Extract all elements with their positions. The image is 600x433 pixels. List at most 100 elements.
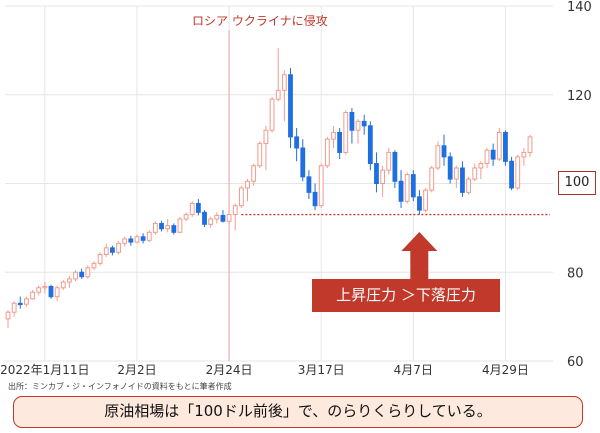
candle-body — [189, 202, 195, 216]
candle-body — [300, 147, 306, 178]
candle-body — [447, 156, 453, 180]
candle-body — [490, 149, 496, 160]
candle-body — [503, 131, 508, 162]
candle-body — [97, 254, 103, 264]
candle-body — [116, 242, 121, 253]
candle-body — [152, 222, 158, 233]
candle-body — [281, 74, 287, 91]
candle-body — [306, 176, 312, 193]
candle-body — [226, 214, 232, 222]
candle-body — [140, 236, 146, 241]
candle-body — [5, 311, 11, 320]
candle-body — [85, 267, 91, 278]
candle-body — [42, 285, 48, 289]
y-tick-label: 80 — [567, 266, 584, 281]
candle-body — [159, 222, 164, 230]
y-tick-label: 140 — [567, 0, 592, 15]
candle-body — [515, 156, 521, 189]
x-tick-label: 4月29日 — [482, 363, 529, 377]
candle-body — [429, 167, 435, 191]
candle-body — [122, 238, 128, 244]
candle-body — [202, 211, 207, 225]
candle-body — [521, 151, 527, 158]
caption-box: 原油相場は「100ドル前後」で、のらりくらりしている。 — [13, 396, 583, 428]
candle-body — [17, 302, 23, 306]
candle-body — [453, 167, 459, 180]
candle-body — [404, 174, 410, 202]
candle-body — [472, 167, 478, 180]
candle-body — [11, 302, 17, 313]
candle-body — [478, 163, 484, 169]
candle-body — [294, 136, 300, 149]
x-tick-label: 2022年1月11日 — [0, 363, 89, 377]
candle-body — [171, 225, 177, 233]
candle-body — [312, 191, 318, 207]
candle-body — [527, 136, 533, 153]
candle-body — [343, 112, 349, 153]
candle-body — [134, 236, 140, 243]
candle-body — [466, 178, 471, 193]
candle-body — [91, 262, 97, 269]
candle-body — [165, 225, 171, 230]
up-arrow-icon — [401, 232, 438, 279]
x-tick-label: 3月17日 — [298, 363, 345, 377]
candle-body — [30, 291, 35, 300]
candle-body — [496, 131, 502, 160]
candle-body — [337, 131, 343, 153]
candle-body — [36, 287, 42, 293]
candle-body — [67, 278, 72, 283]
y-tick-label: 60 — [567, 355, 584, 370]
candle-body — [79, 271, 85, 278]
candle-body — [263, 129, 269, 145]
candle-body — [460, 167, 465, 193]
candle-body — [195, 202, 201, 213]
candle-body — [214, 214, 220, 220]
candle-body — [349, 112, 355, 131]
candle-body — [361, 120, 367, 127]
candle-body — [417, 196, 422, 211]
candle-body — [109, 247, 115, 253]
candle-body — [269, 98, 275, 131]
candle-body — [435, 145, 441, 169]
candle-body — [441, 145, 447, 158]
candle-body — [177, 218, 183, 233]
candle-body — [374, 163, 379, 184]
candle-body — [220, 214, 226, 222]
candle-body — [386, 151, 392, 171]
candle-body — [380, 169, 386, 184]
candle-body — [275, 89, 281, 100]
candle-body — [318, 165, 324, 207]
candle-body — [24, 298, 29, 305]
candle-body — [128, 238, 134, 243]
candle-body — [331, 131, 336, 140]
candle-body — [288, 74, 293, 138]
candle-body — [54, 287, 60, 298]
x-tick-label: 2月2日 — [117, 363, 156, 377]
candle-body — [183, 214, 189, 220]
candle-body — [245, 180, 250, 189]
candle-body — [392, 151, 398, 182]
candle-body — [423, 189, 429, 211]
candle-body — [257, 143, 263, 167]
x-tick-label: 4月7日 — [394, 363, 433, 377]
candle-body — [146, 231, 152, 241]
candle-body — [73, 271, 78, 280]
candle-body — [367, 125, 373, 165]
x-tick-label: 2月24日 — [206, 363, 253, 377]
candle-body — [238, 187, 244, 207]
candle-body — [60, 281, 66, 289]
candle-body — [324, 138, 330, 167]
source-note: 出所：ミンカブ・ジ・インフォノイドの資料をもとに筆者作成 — [8, 382, 232, 391]
y-tick-label: 120 — [567, 89, 592, 104]
reference-value-box: 100 — [558, 171, 596, 195]
candle-body — [410, 174, 416, 198]
candle-body — [103, 247, 109, 255]
candle-body — [232, 205, 238, 216]
candle-body — [208, 218, 214, 225]
candle-body — [509, 160, 514, 189]
pressure-label: 上昇圧力 ＞下落圧力 — [312, 279, 500, 312]
candle-body — [484, 149, 490, 165]
candle-body — [48, 285, 54, 298]
candle-body — [251, 165, 257, 182]
